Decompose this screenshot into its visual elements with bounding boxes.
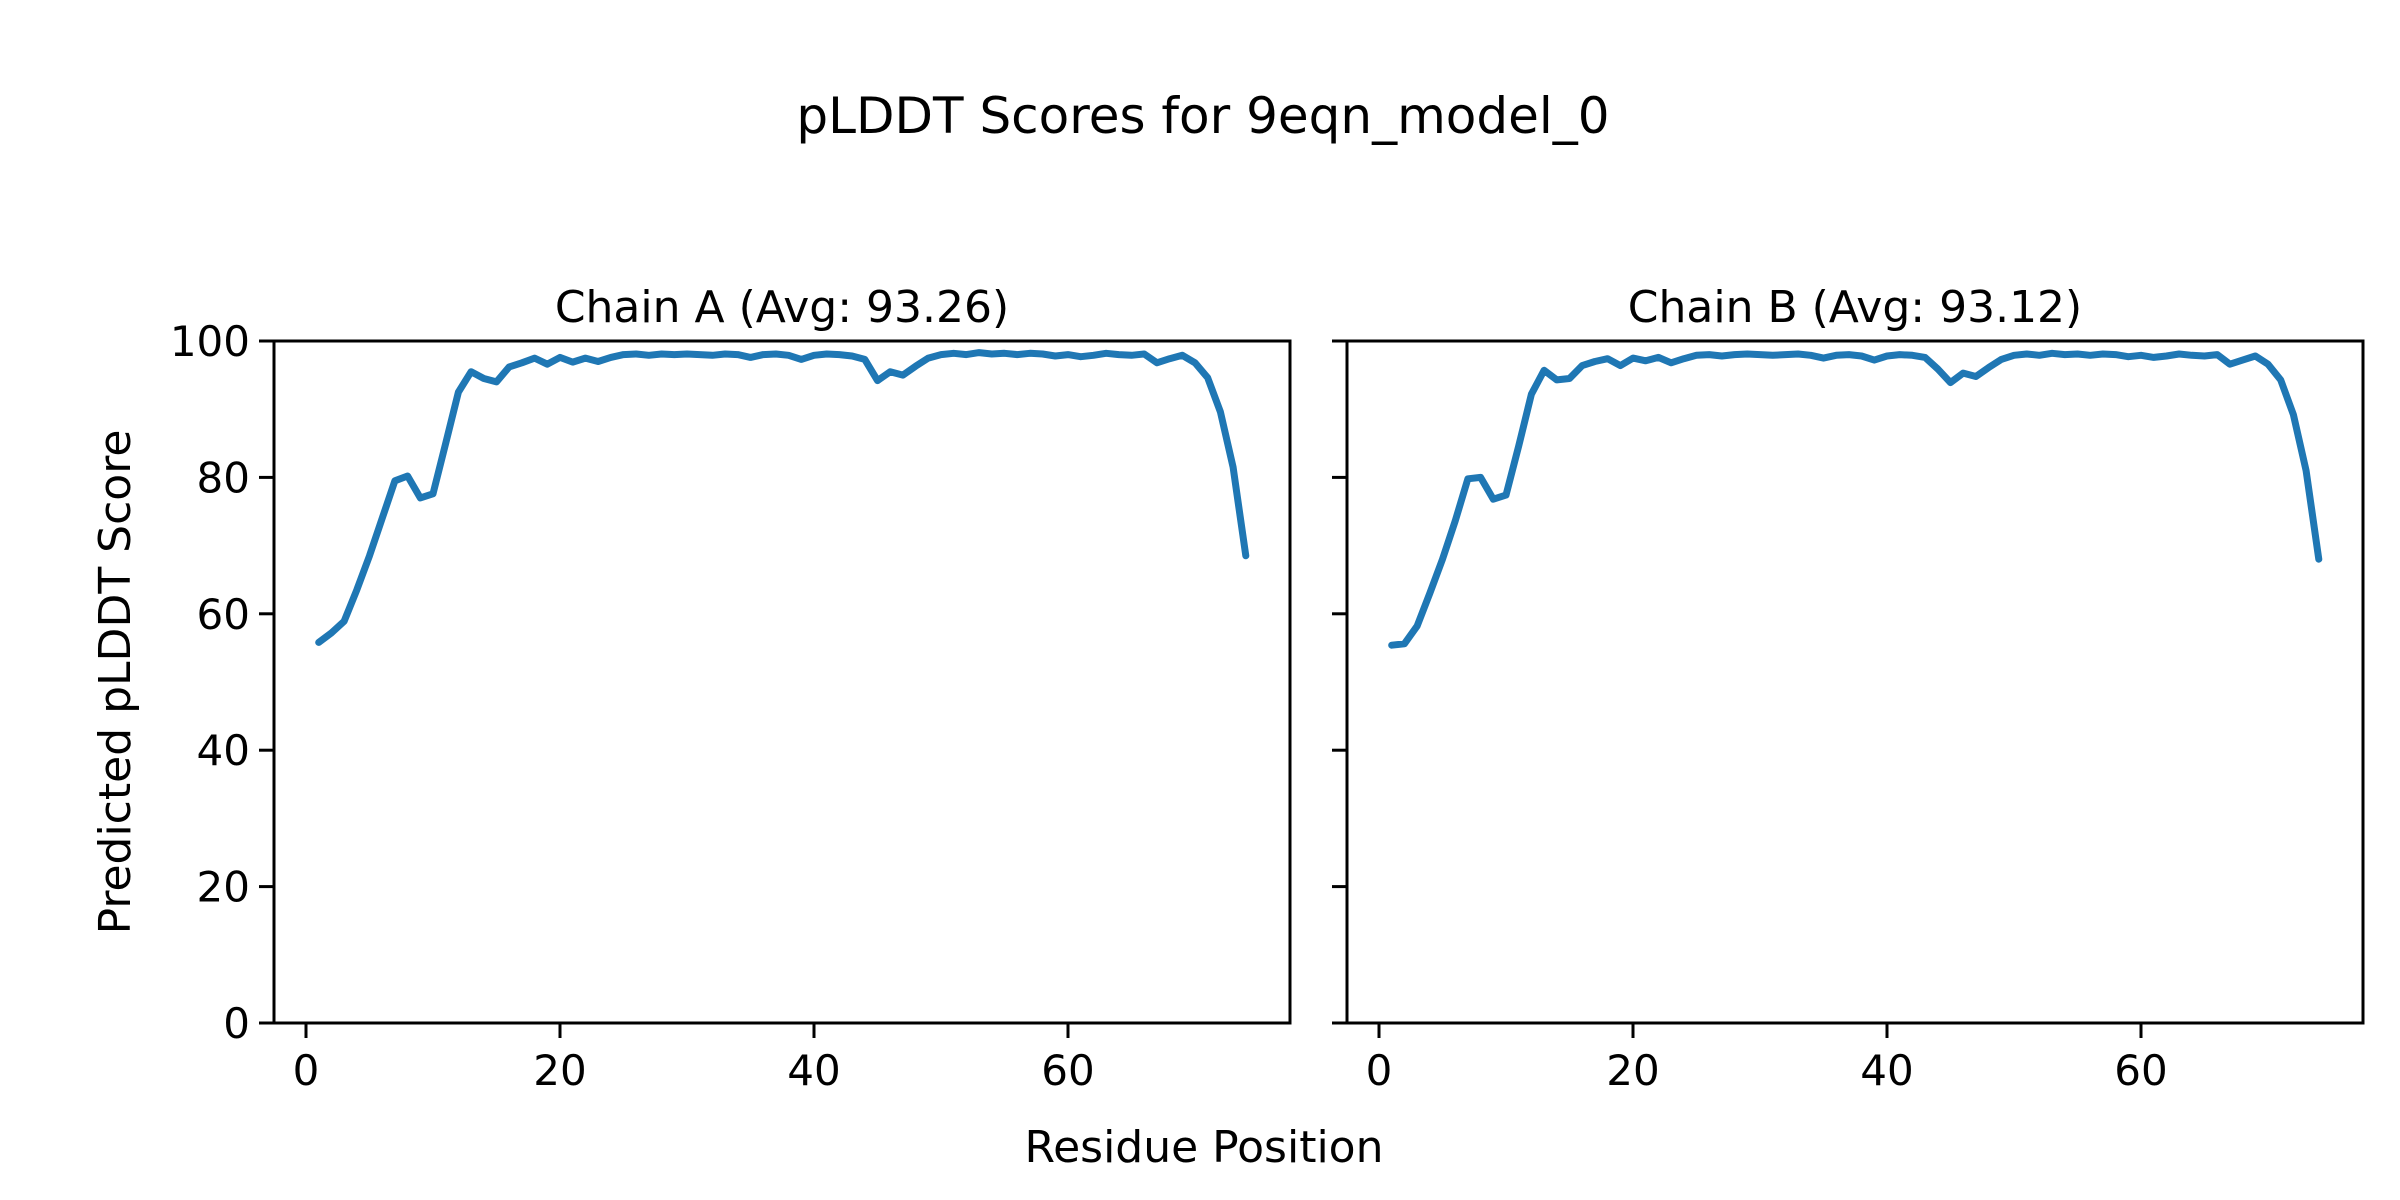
axes-spine xyxy=(1345,339,2365,1025)
y-axis-label: Predicted pLDDT Score xyxy=(90,430,141,935)
plddt-line-chain-a xyxy=(315,349,1250,646)
x-tick-label: 60 xyxy=(1041,1046,1094,1095)
x-tick-label: 0 xyxy=(1366,1046,1393,1095)
y-tick-label: 80 xyxy=(197,453,250,502)
subplot-title-chain-a: Chain A (Avg: 93.26) xyxy=(555,282,1009,333)
x-axis-label: Residue Position xyxy=(1024,1122,1383,1173)
y-tick-label: 40 xyxy=(197,726,250,775)
y-tick-label: 20 xyxy=(197,863,250,912)
subplot-chain-a: 0 20 40 60 0 20 40 60 80 100 xyxy=(170,317,1292,1095)
x-tick-label: 40 xyxy=(1860,1046,1913,1095)
y-tick-label: 0 xyxy=(223,999,250,1048)
y-tick-label: 100 xyxy=(170,317,250,366)
x-tick-label: 60 xyxy=(2114,1046,2167,1095)
x-tick-label: 20 xyxy=(1606,1046,1659,1095)
x-tick-label: 0 xyxy=(293,1046,320,1095)
axes-spine xyxy=(272,339,1292,1025)
x-tick-label: 40 xyxy=(787,1046,840,1095)
y-tick-label: 60 xyxy=(197,590,250,639)
subplot-chain-b: 0 20 40 60 xyxy=(1332,339,2365,1095)
x-tick-label: 20 xyxy=(533,1046,586,1095)
plot-areas: 0 20 40 60 0 20 40 60 80 100 0 20 40 60 xyxy=(170,317,2365,1095)
plddt-line-chain-b xyxy=(1388,349,2323,649)
subplot-title-chain-b: Chain B (Avg: 93.12) xyxy=(1628,282,2082,333)
figure-title: pLDDT Scores for 9eqn_model_0 xyxy=(796,87,1609,145)
